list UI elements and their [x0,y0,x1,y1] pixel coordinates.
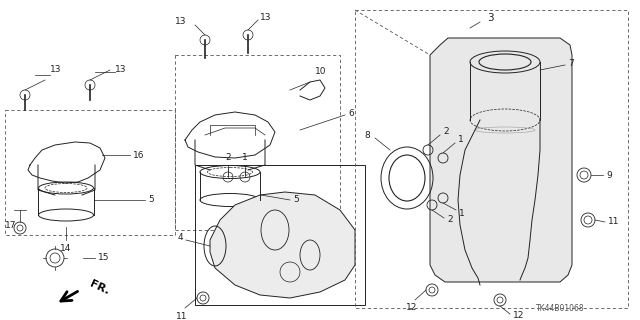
Text: 12: 12 [406,303,418,312]
Text: 1: 1 [242,153,248,162]
Text: FR.: FR. [88,279,111,297]
Text: 2: 2 [225,153,231,162]
Text: 7: 7 [568,59,573,68]
Text: 1: 1 [459,209,465,218]
Text: 13: 13 [115,66,127,75]
Text: 5: 5 [148,196,154,204]
Polygon shape [210,192,355,298]
Text: 3: 3 [486,13,493,23]
Text: 11: 11 [176,312,188,320]
Bar [5,110,175,235]
Text: 2: 2 [443,127,449,137]
Text: 8: 8 [364,131,370,140]
Text: 17: 17 [5,220,17,229]
Text: 12: 12 [513,310,524,319]
Text: 5: 5 [293,196,299,204]
Text: TK44B01068: TK44B01068 [536,304,584,313]
Text: 2: 2 [447,215,452,225]
Text: 9: 9 [606,171,612,180]
Bar [195,165,365,305]
Text: 6: 6 [348,108,354,117]
Text: 13: 13 [260,12,271,21]
Bar [355,10,628,308]
Polygon shape [430,38,572,282]
Bar [175,55,340,230]
Text: 4: 4 [177,234,183,243]
Text: 13: 13 [175,18,186,27]
Text: 10: 10 [315,68,326,76]
Text: 13: 13 [50,66,61,75]
Text: 15: 15 [98,253,109,262]
Text: 14: 14 [60,244,72,253]
Text: 11: 11 [608,218,620,227]
Text: 16: 16 [133,150,145,159]
Text: 1: 1 [458,135,464,145]
